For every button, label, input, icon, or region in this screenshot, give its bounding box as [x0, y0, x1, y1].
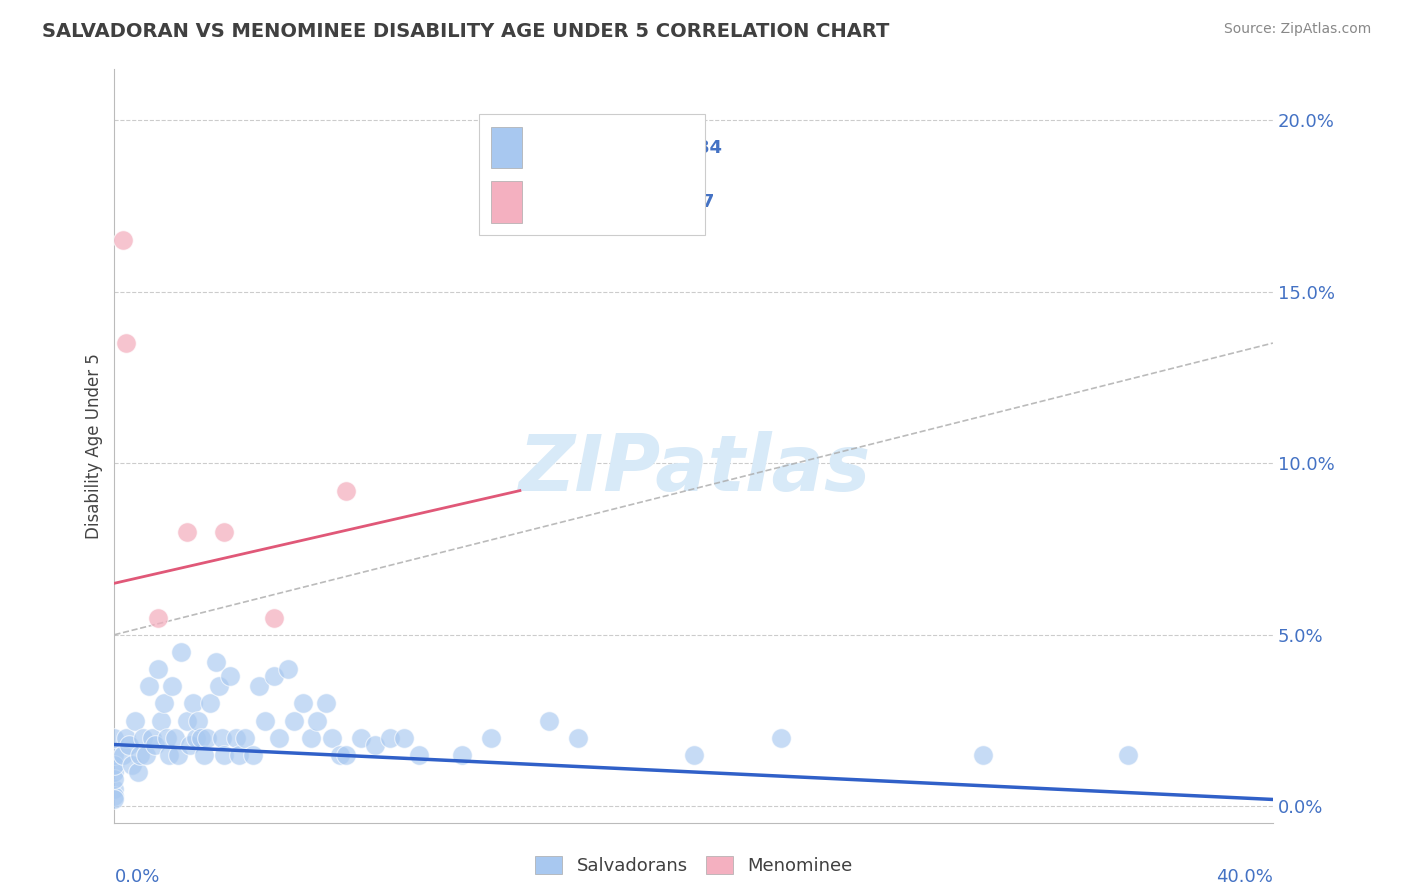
Point [112, 233, 135, 247]
Point [132, 731, 155, 745]
Point [253, 714, 276, 728]
Point [204, 655, 226, 669]
Point [1116, 747, 1139, 762]
Point [335, 747, 357, 762]
Y-axis label: Disability Age Under 5: Disability Age Under 5 [86, 353, 103, 539]
Point [121, 758, 143, 772]
Point [115, 731, 138, 745]
Point [208, 679, 231, 693]
Point [190, 731, 212, 745]
Point [378, 731, 401, 745]
Point [242, 747, 264, 762]
Point [479, 731, 502, 745]
Point [198, 697, 221, 711]
Point [315, 697, 337, 711]
Point [103, 747, 125, 762]
Point [214, 747, 236, 762]
Text: ZIPatlas: ZIPatlas [517, 431, 870, 507]
Point [364, 738, 387, 752]
Point [277, 662, 299, 676]
Point [408, 747, 430, 762]
Point [228, 747, 250, 762]
Point [127, 764, 149, 779]
Point [103, 758, 125, 772]
Point [170, 645, 193, 659]
Point [118, 738, 141, 752]
Point [155, 731, 177, 745]
Point [682, 747, 704, 762]
Point [392, 731, 415, 745]
Point [176, 524, 198, 539]
Point [149, 714, 172, 728]
Point [187, 714, 209, 728]
Point [291, 697, 314, 711]
Point [247, 679, 270, 693]
Point [181, 697, 204, 711]
Point [135, 747, 157, 762]
Point [233, 731, 256, 745]
Point [211, 731, 233, 745]
Point [162, 679, 184, 693]
Point [112, 747, 135, 762]
Point [115, 336, 138, 351]
Point [269, 731, 291, 745]
Point [321, 731, 343, 745]
Point [124, 714, 146, 728]
Point [167, 747, 190, 762]
Point [349, 731, 371, 745]
Point [129, 747, 152, 762]
Point [103, 772, 125, 786]
Text: 40.0%: 40.0% [1216, 868, 1272, 886]
Text: 0.0%: 0.0% [114, 868, 160, 886]
Point [152, 697, 174, 711]
Point [179, 738, 201, 752]
Point [184, 731, 207, 745]
Point [141, 731, 163, 745]
Point [225, 731, 247, 745]
Point [307, 714, 329, 728]
Point [103, 731, 125, 745]
Text: SALVADORAN VS MENOMINEE DISABILITY AGE UNDER 5 CORRELATION CHART: SALVADORAN VS MENOMINEE DISABILITY AGE U… [42, 22, 890, 41]
Legend: Salvadorans, Menominee: Salvadorans, Menominee [527, 848, 859, 882]
Point [138, 679, 160, 693]
Point [195, 731, 218, 745]
Point [972, 747, 994, 762]
Point [567, 731, 589, 745]
Point [329, 747, 352, 762]
Point [165, 731, 187, 745]
Point [214, 524, 236, 539]
Point [143, 738, 166, 752]
Point [159, 747, 181, 762]
Point [263, 669, 285, 683]
Point [103, 782, 125, 797]
Text: R = -0.243   N = 84: R = -0.243 N = 84 [530, 138, 721, 157]
Point [103, 789, 125, 803]
Point [537, 714, 560, 728]
Point [299, 731, 322, 745]
Point [335, 483, 357, 498]
Point [769, 731, 792, 745]
Point [193, 747, 215, 762]
Point [103, 792, 125, 806]
Point [176, 714, 198, 728]
Point [146, 662, 169, 676]
Point [146, 610, 169, 624]
Point [263, 610, 285, 624]
Point [103, 764, 125, 779]
Point [451, 747, 474, 762]
Text: Source: ZipAtlas.com: Source: ZipAtlas.com [1223, 22, 1371, 37]
Point [219, 669, 242, 683]
Text: R =  0.162   N =  7: R = 0.162 N = 7 [530, 193, 714, 211]
Point [283, 714, 305, 728]
